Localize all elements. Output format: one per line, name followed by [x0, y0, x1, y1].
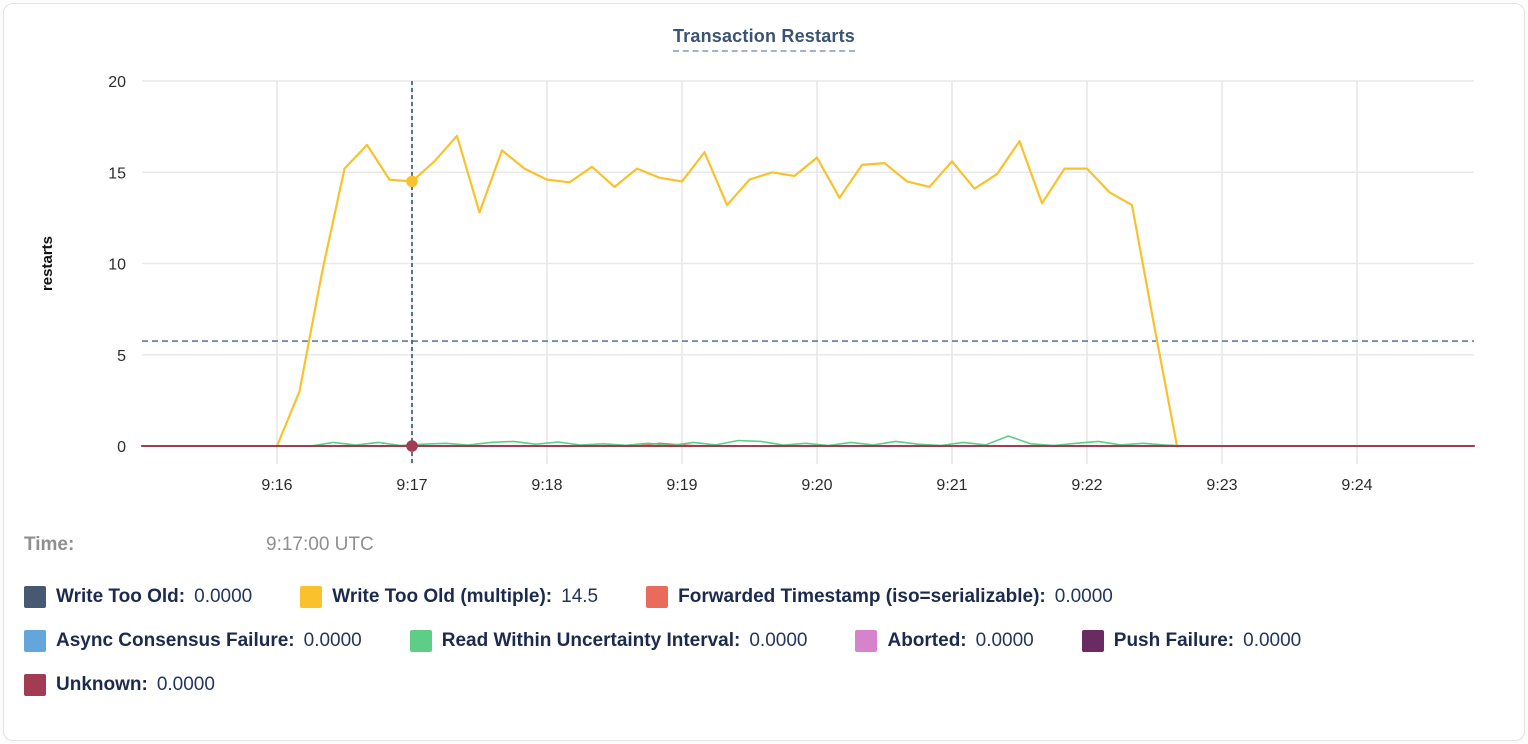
x-tick-label: 9:17	[396, 477, 427, 494]
legend-value: 0.0000	[156, 674, 215, 695]
legend-label: Write Too Old:	[56, 586, 186, 607]
x-tick-label: 9:23	[1206, 477, 1237, 494]
y-tick-label: 10	[108, 257, 126, 274]
legend-item-push-failure: Push Failure: 0.0000	[1081, 630, 1302, 652]
legend-color-swatch	[24, 630, 46, 652]
hover-dot	[406, 440, 418, 452]
legend-label: Aborted:	[887, 630, 967, 651]
hover-dot	[406, 175, 418, 188]
y-axis-title: restarts	[39, 236, 56, 291]
legend-label: Read Within Uncertainty Interval:	[441, 630, 741, 651]
chart-header: Transaction Restarts	[4, 26, 1524, 58]
legend-value: 0.0000	[303, 630, 362, 651]
legend-value: 14.5	[561, 586, 599, 607]
legend-label: Forwarded Timestamp (iso=serializable):	[678, 586, 1046, 607]
x-tick-label: 9:21	[936, 477, 967, 494]
legend-color-swatch	[24, 586, 46, 608]
legend-color-swatch	[409, 630, 432, 652]
legend-item-write-too-old: Write Too Old: 0.0000	[24, 586, 252, 608]
legend-item-async-consensus-failure: Async Consensus Failure: 0.0000	[24, 630, 362, 652]
x-tick-label: 9:20	[801, 477, 832, 494]
y-tick-label: 5	[117, 348, 126, 365]
legend-color-swatch	[300, 586, 323, 608]
legend-item-write-too-old-multiple: Write Too Old (multiple): 14.5	[300, 586, 598, 608]
metrics-chart-card: Transaction Restarts 0 5 10 15 20 9:16 9:17 9:1…	[3, 3, 1525, 741]
x-tick-label: 9:22	[1071, 477, 1102, 494]
legend-label: Push Failure:	[1113, 630, 1235, 651]
chart-plot-area[interactable]	[142, 81, 1474, 446]
legend-value: 0.0000	[1243, 630, 1302, 651]
legend-color-swatch	[855, 630, 878, 652]
legend-color-swatch	[24, 674, 46, 696]
y-tick-label: 20	[108, 74, 126, 91]
legend-item-unknown: Unknown: 0.0000	[24, 674, 215, 696]
x-tick-label: 9:19	[666, 477, 697, 494]
hover-time-row: Time: 9:17:00 UTC	[24, 534, 1524, 556]
legend-row: Async Consensus Failure: 0.0000 Read Withi…	[24, 630, 1504, 652]
legend-value: 0.0000	[194, 586, 253, 607]
x-tick-label: 9:24	[1341, 477, 1372, 494]
legend-item-aborted: Aborted: 0.0000	[855, 630, 1034, 652]
time-label: Time:	[24, 534, 75, 555]
legend-label: Unknown:	[56, 674, 148, 695]
chart-title[interactable]: Transaction Restarts	[672, 26, 856, 52]
legend-row: Write Too Old: 0.0000 Write Too Old (multi…	[24, 586, 1504, 608]
x-tick-label: 9:16	[261, 477, 292, 494]
y-tick-label: 0	[117, 439, 126, 456]
x-tick-label: 9:18	[531, 477, 562, 494]
legend-color-swatch	[1081, 630, 1104, 652]
transaction-restarts-chart: 0 5 10 15 20 9:16 9:17 9:18 9:19 9:20 9:21 9:22 9:23…	[39, 74, 1475, 494]
legend-label: Async Consensus Failure:	[56, 630, 295, 651]
time-value: 9:17:00 UTC	[266, 534, 374, 555]
legend-value: 0.0000	[1054, 586, 1113, 607]
y-tick-label: 15	[108, 165, 126, 182]
legend-item-forwarded-timestamp-iso-serializable: Forwarded Timestamp (iso=serializable): 0…	[646, 586, 1113, 608]
legend-color-swatch	[646, 586, 669, 608]
legend-label: Write Too Old (multiple):	[332, 586, 553, 607]
legend-value: 0.0000	[749, 630, 808, 651]
legend-row: Unknown: 0.0000	[24, 674, 1504, 696]
chart-legend: Write Too Old: 0.0000 Write Too Old (multi…	[24, 586, 1504, 696]
legend-value: 0.0000	[975, 630, 1034, 651]
series-line-write-too-old-multiple	[275, 134, 1179, 448]
legend-item-read-within-uncertainty-interval: Read Within Uncertainty Interval: 0.0000	[409, 630, 808, 652]
